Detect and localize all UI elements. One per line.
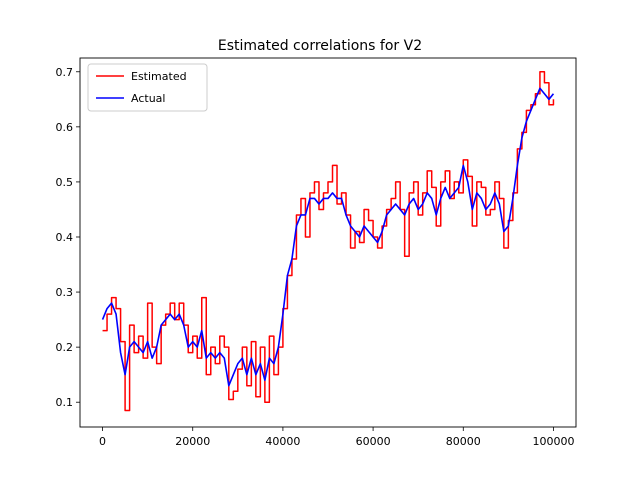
series-layer <box>101 71 555 412</box>
ticks-layer: 0 20000 40000 60000 80000 100000 0.1 0.2 0.3 0.4 0… <box>56 66 575 448</box>
y-tick-label: 0.2 <box>56 341 74 354</box>
chart-title: Estimated correlations for V2 <box>218 38 422 54</box>
y-tick-label: 0.4 <box>56 231 74 244</box>
legend: Estimated Actual <box>87 63 208 112</box>
x-tick-label: 0 <box>99 435 106 448</box>
legend-label: Estimated <box>131 70 187 83</box>
x-tick-label: 100000 <box>532 435 574 448</box>
plot-frame <box>79 57 577 428</box>
y-tick-label: 0.5 <box>56 176 74 189</box>
legend-label: Actual <box>131 92 165 105</box>
x-tick-label: 20000 <box>175 435 210 448</box>
y-tick-label: 0.1 <box>56 396 74 409</box>
y-tick-label: 0.6 <box>56 121 74 134</box>
y-tick-label: 0.7 <box>56 66 74 79</box>
x-tick-label: 60000 <box>356 435 391 448</box>
series-line-2 <box>101 87 555 387</box>
x-tick-label: 80000 <box>446 435 481 448</box>
y-tick-label: 0.3 <box>56 286 74 299</box>
x-tick-label: 40000 <box>265 435 300 448</box>
